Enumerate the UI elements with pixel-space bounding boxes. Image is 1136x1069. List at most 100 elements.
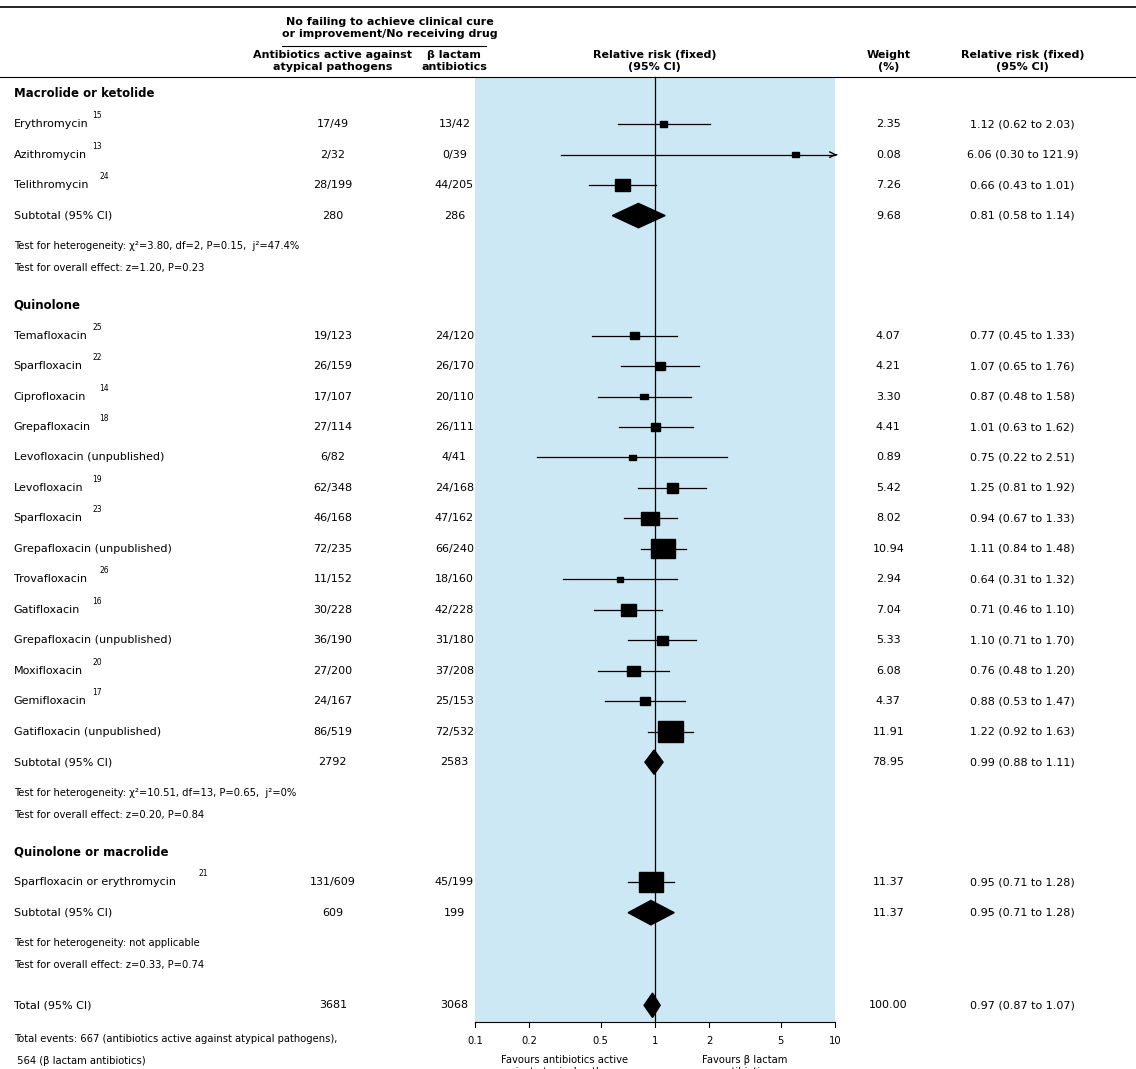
Text: Subtotal (95% CI): Subtotal (95% CI): [14, 757, 111, 768]
Text: 6.06 (0.30 to 121.9): 6.06 (0.30 to 121.9): [967, 150, 1078, 159]
Text: 2: 2: [705, 1036, 712, 1045]
Text: 5.42: 5.42: [876, 483, 901, 493]
Text: 28/199: 28/199: [314, 180, 352, 190]
Text: 4.07: 4.07: [876, 330, 901, 341]
Text: 5: 5: [777, 1036, 784, 1045]
Text: 0.08: 0.08: [876, 150, 901, 159]
Text: 3068: 3068: [441, 1001, 468, 1010]
Text: 17/107: 17/107: [314, 391, 352, 402]
Text: 0.88 (0.53 to 1.47): 0.88 (0.53 to 1.47): [970, 696, 1075, 707]
Text: 0/39: 0/39: [442, 150, 467, 159]
Text: 78.95: 78.95: [872, 757, 904, 768]
Text: 21: 21: [198, 869, 208, 878]
Text: 86/519: 86/519: [314, 727, 352, 737]
Text: 62/348: 62/348: [314, 483, 352, 493]
Text: 3.30: 3.30: [876, 391, 901, 402]
Bar: [627, 666, 640, 676]
Text: 47/162: 47/162: [435, 513, 474, 524]
Text: 2/32: 2/32: [320, 150, 345, 159]
Bar: [657, 636, 668, 645]
Text: 0.1: 0.1: [467, 1036, 483, 1045]
Bar: [655, 362, 665, 370]
Text: Temafloxacin: Temafloxacin: [14, 330, 86, 341]
Text: 31/180: 31/180: [435, 635, 474, 646]
Text: 27/114: 27/114: [314, 422, 352, 432]
Text: 1.10 (0.71 to 1.70): 1.10 (0.71 to 1.70): [970, 635, 1075, 646]
Text: Test for overall effect: z=1.20, P=0.23: Test for overall effect: z=1.20, P=0.23: [14, 263, 204, 273]
Text: 25/153: 25/153: [435, 696, 474, 707]
Text: 18/160: 18/160: [435, 574, 474, 585]
Text: 7.04: 7.04: [876, 605, 901, 615]
Bar: [615, 179, 630, 191]
Bar: [641, 697, 650, 704]
Text: Test for overall effect: z=0.20, P=0.84: Test for overall effect: z=0.20, P=0.84: [14, 809, 203, 820]
Text: 0.64 (0.31 to 1.32): 0.64 (0.31 to 1.32): [970, 574, 1075, 585]
Text: Grepafloxacin: Grepafloxacin: [14, 422, 91, 432]
Text: Relative risk (fixed)
(95% CI): Relative risk (fixed) (95% CI): [593, 50, 717, 72]
Text: Levofloxacin (unpublished): Levofloxacin (unpublished): [14, 452, 164, 463]
Bar: [667, 483, 678, 493]
Text: 46/168: 46/168: [314, 513, 352, 524]
Text: 0.89: 0.89: [876, 452, 901, 463]
Bar: [660, 122, 667, 127]
Text: 25: 25: [93, 323, 102, 331]
Text: 14: 14: [99, 384, 109, 392]
Text: 19: 19: [93, 475, 102, 484]
Text: 1.11 (0.84 to 1.48): 1.11 (0.84 to 1.48): [970, 544, 1075, 554]
Text: 26/111: 26/111: [435, 422, 474, 432]
Bar: [658, 722, 684, 742]
Text: 1.25 (0.81 to 1.92): 1.25 (0.81 to 1.92): [970, 483, 1075, 493]
Text: 30/228: 30/228: [314, 605, 352, 615]
Text: 8.02: 8.02: [876, 513, 901, 524]
Text: Grepafloxacin (unpublished): Grepafloxacin (unpublished): [14, 635, 172, 646]
Text: Favours β lactam
antibiotics: Favours β lactam antibiotics: [702, 1055, 787, 1069]
Text: 0.99 (0.88 to 1.11): 0.99 (0.88 to 1.11): [970, 757, 1075, 768]
Text: 280: 280: [323, 211, 343, 220]
Text: Antibiotics active against
atypical pathogens: Antibiotics active against atypical path…: [253, 50, 412, 72]
Text: Grepafloxacin (unpublished): Grepafloxacin (unpublished): [14, 544, 172, 554]
Text: Ciprofloxacin: Ciprofloxacin: [14, 391, 86, 402]
Text: 0.77 (0.45 to 1.33): 0.77 (0.45 to 1.33): [970, 330, 1075, 341]
Text: 42/228: 42/228: [435, 605, 474, 615]
Text: 1.07 (0.65 to 1.76): 1.07 (0.65 to 1.76): [970, 361, 1075, 371]
Text: 11.91: 11.91: [872, 727, 904, 737]
Text: Test for heterogeneity: χ²=3.80, df=2, P=0.15,  ϳ²=47.4%: Test for heterogeneity: χ²=3.80, df=2, P…: [14, 241, 299, 251]
Text: Test for heterogeneity: not applicable: Test for heterogeneity: not applicable: [14, 939, 200, 948]
Text: Macrolide or ketolide: Macrolide or ketolide: [14, 88, 154, 100]
Text: Total events: 667 (antibiotics active against atypical pathogens),: Total events: 667 (antibiotics active ag…: [14, 1034, 337, 1043]
Text: 66/240: 66/240: [435, 544, 474, 554]
Bar: [651, 540, 675, 558]
Bar: [630, 332, 638, 339]
Text: 36/190: 36/190: [314, 635, 352, 646]
Bar: [617, 576, 624, 583]
Text: Sparfloxacin: Sparfloxacin: [14, 513, 83, 524]
Text: Telithromycin: Telithromycin: [14, 180, 89, 190]
Text: 0.5: 0.5: [593, 1036, 609, 1045]
Text: Gemifloxacin: Gemifloxacin: [14, 696, 86, 707]
Text: 16: 16: [93, 597, 102, 606]
Text: 100.00: 100.00: [869, 1001, 908, 1010]
Text: Gatifloxacin (unpublished): Gatifloxacin (unpublished): [14, 727, 161, 737]
Text: 0.97 (0.87 to 1.07): 0.97 (0.87 to 1.07): [970, 1001, 1075, 1010]
Text: 2.35: 2.35: [876, 119, 901, 129]
Text: 0.94 (0.67 to 1.33): 0.94 (0.67 to 1.33): [970, 513, 1075, 524]
Text: 0.76 (0.48 to 1.20): 0.76 (0.48 to 1.20): [970, 666, 1075, 676]
Text: Subtotal (95% CI): Subtotal (95% CI): [14, 908, 111, 917]
Text: Subtotal (95% CI): Subtotal (95% CI): [14, 211, 111, 220]
Text: 0.66 (0.43 to 1.01): 0.66 (0.43 to 1.01): [970, 180, 1075, 190]
Text: 26/159: 26/159: [314, 361, 352, 371]
Text: 0.2: 0.2: [521, 1036, 537, 1045]
Text: 0.75 (0.22 to 2.51): 0.75 (0.22 to 2.51): [970, 452, 1075, 463]
Text: 199: 199: [444, 908, 465, 917]
Text: 20: 20: [93, 657, 102, 667]
Text: Trovafloxacin: Trovafloxacin: [14, 574, 86, 585]
Text: Sparfloxacin or erythromycin: Sparfloxacin or erythromycin: [14, 878, 176, 887]
Bar: [793, 152, 800, 157]
Text: 2.94: 2.94: [876, 574, 901, 585]
Text: 9.68: 9.68: [876, 211, 901, 220]
Text: 18: 18: [99, 414, 109, 423]
Text: 22: 22: [93, 353, 102, 362]
Bar: [642, 511, 659, 525]
Text: No failing to achieve clinical cure
or improvement/No receiving drug: No failing to achieve clinical cure or i…: [282, 17, 498, 38]
Text: 0.71 (0.46 to 1.10): 0.71 (0.46 to 1.10): [970, 605, 1075, 615]
